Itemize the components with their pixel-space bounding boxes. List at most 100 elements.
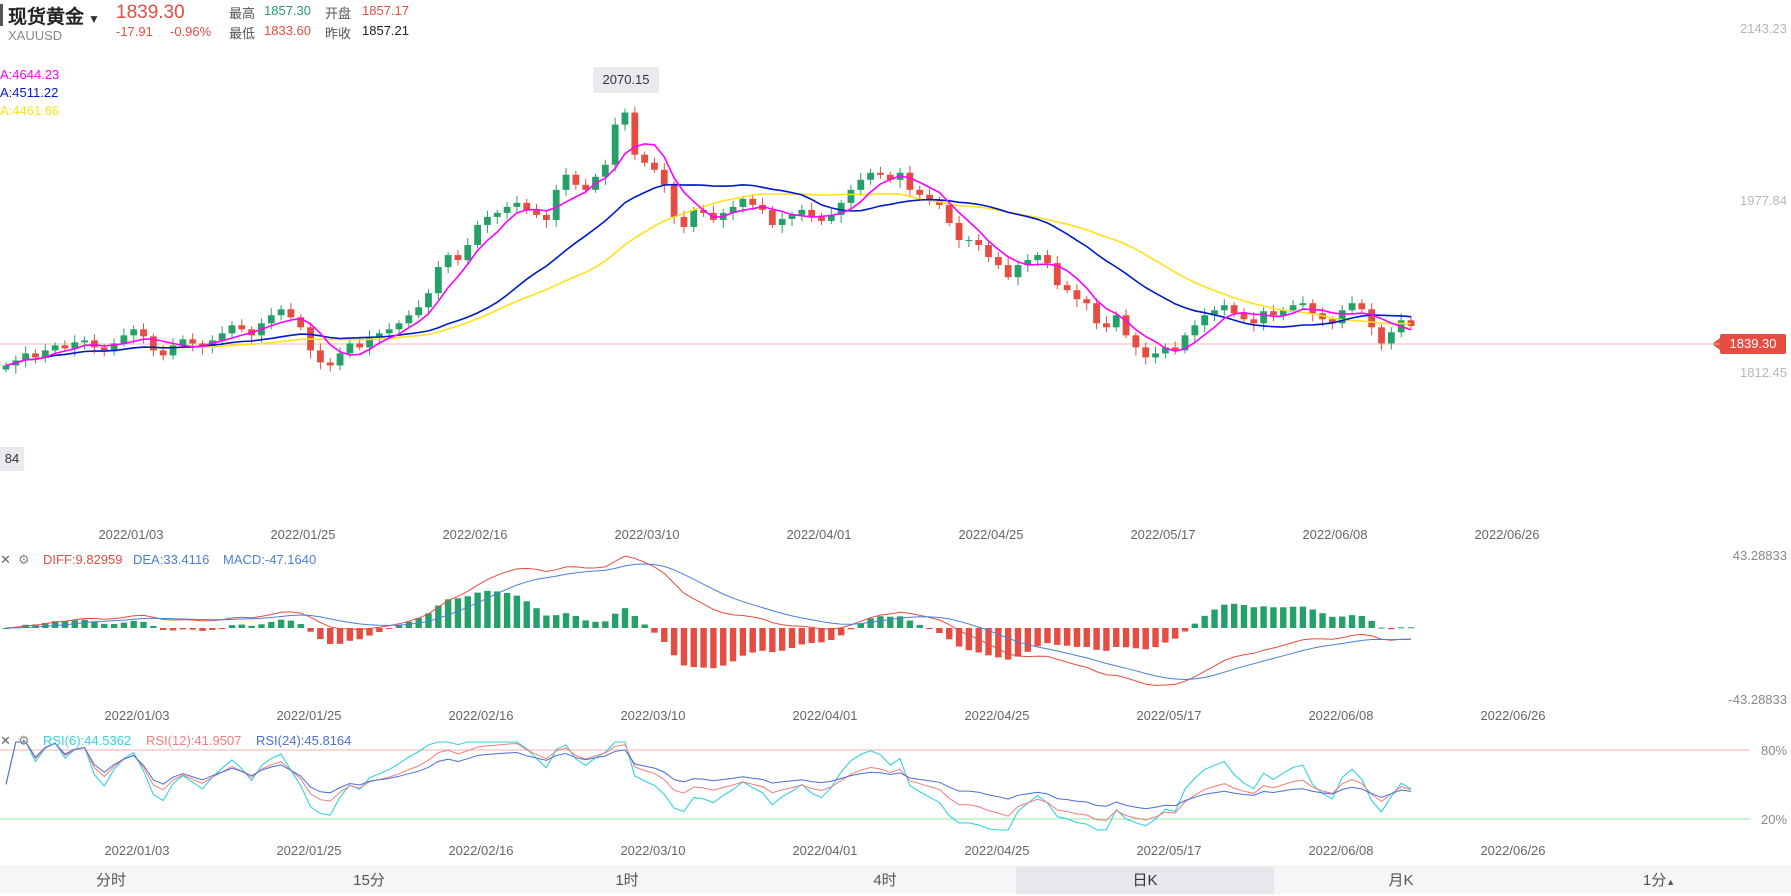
rsi-collapse-icon[interactable]: ✕	[0, 733, 11, 748]
candle	[454, 255, 462, 261]
macd-bar	[1221, 604, 1228, 628]
x-tick-label: 2022/01/25	[276, 708, 341, 723]
macd-bar	[179, 628, 187, 630]
x-tick-label: 2022/02/16	[448, 708, 513, 723]
rsi-80-label: 80%	[1760, 743, 1787, 758]
candle	[867, 172, 875, 180]
candle	[71, 342, 79, 349]
macd-bar	[336, 628, 344, 644]
candle	[1014, 265, 1022, 278]
macd-bar	[1191, 623, 1199, 628]
candle	[1053, 263, 1061, 286]
macd-bar	[1329, 616, 1336, 628]
macd-bar	[1280, 607, 1287, 628]
candle	[680, 216, 688, 227]
macd-bar	[710, 628, 717, 669]
rsi-settings-icon[interactable]: ⚙	[18, 733, 30, 748]
x-tick-label: 2022/01/03	[98, 527, 163, 542]
candle	[140, 329, 147, 337]
macd-bar	[81, 619, 88, 628]
macd-bar	[1289, 606, 1297, 628]
tab-timeline[interactable]: 分时	[95, 872, 126, 889]
candle	[690, 209, 698, 227]
tab-monthly[interactable]: 月K	[1388, 872, 1414, 889]
candle	[484, 216, 491, 225]
candle	[994, 257, 1002, 266]
candle	[336, 353, 344, 366]
macd-bar	[1004, 628, 1012, 660]
macd-bar	[1319, 613, 1326, 628]
macd-settings-icon[interactable]: ⚙	[18, 552, 30, 567]
candle	[582, 184, 590, 190]
tab-15min[interactable]: 15分	[353, 872, 385, 889]
macd-bar	[140, 621, 147, 628]
macd-bar	[91, 621, 98, 628]
macd-bar	[808, 628, 815, 644]
candle	[277, 309, 285, 316]
macd-bar	[130, 620, 137, 628]
macd-bar	[572, 615, 580, 628]
x-tick-label: 2022/05/17	[1136, 843, 1201, 858]
instrument-selector[interactable]: 现货黄金 ▼	[8, 2, 100, 29]
candle	[238, 325, 246, 330]
diff-line	[5, 555, 1412, 686]
macd-bar	[641, 624, 648, 628]
candle	[346, 343, 354, 354]
candle	[847, 189, 855, 203]
macd-bar	[238, 624, 246, 628]
candle	[808, 209, 816, 217]
macd-bar	[857, 623, 864, 628]
macd-bar	[739, 628, 747, 656]
candle	[523, 202, 531, 210]
tab-daily[interactable]: 日K	[1016, 867, 1274, 894]
x-tick-label: 2022/04/01	[792, 843, 857, 858]
macd-bar	[729, 628, 737, 662]
candle	[1024, 260, 1032, 266]
max-price-tag-text: 2070.15	[602, 72, 650, 87]
price-axis-mid: 1977.84	[1740, 193, 1787, 208]
candle	[1270, 311, 1277, 316]
candle	[768, 209, 776, 225]
rsi12-line	[5, 741, 1412, 821]
macd-dea-label: DEA:33.4116	[133, 552, 210, 567]
kline-chart[interactable]: 2022/01/03 2022/01/25 2022/02/16 2022/03/10…	[0, 0, 1791, 866]
rsi12-label: RSI(12):41.9507	[146, 733, 242, 748]
macd-bar	[720, 628, 727, 666]
candle	[798, 209, 806, 215]
macd-bar	[494, 591, 501, 628]
macd-bar	[906, 620, 914, 628]
ma1-legend: A:4644.23	[0, 67, 60, 82]
candle	[1142, 347, 1150, 358]
macd-bar	[916, 624, 923, 628]
x-tick-label: 2022/06/08	[1302, 527, 1367, 542]
macd-bar	[248, 625, 255, 628]
macd-bar	[51, 621, 59, 628]
candle	[611, 124, 619, 165]
candle	[120, 335, 128, 344]
candle	[503, 206, 511, 213]
candle	[159, 350, 167, 356]
x-tick-label: 2022/06/26	[1480, 843, 1545, 858]
tab-1min[interactable]: 1分▲	[1548, 867, 1770, 894]
left-edge-marker	[0, 4, 3, 26]
tab-1min-label: 1分	[1642, 872, 1667, 889]
candle	[366, 337, 373, 348]
candle	[542, 214, 550, 220]
macd-bar	[533, 608, 540, 628]
macd-bar	[778, 628, 786, 651]
macd-collapse-icon[interactable]: ✕	[0, 552, 11, 567]
rsi6-line	[5, 741, 1412, 831]
tab-1hour[interactable]: 1时	[615, 872, 639, 889]
candle	[100, 347, 108, 352]
x-tick-label: 2022/06/26	[1474, 527, 1539, 542]
macd-bar	[896, 616, 904, 628]
candle	[1368, 309, 1376, 328]
candle	[326, 362, 334, 366]
candle	[1250, 319, 1258, 324]
candle	[562, 174, 570, 190]
candle	[749, 198, 757, 205]
macd-bar	[1034, 628, 1041, 647]
tab-4hour[interactable]: 4时	[873, 872, 897, 889]
macd-bar	[887, 616, 894, 628]
x-tick-label: 2022/02/16	[442, 527, 507, 542]
